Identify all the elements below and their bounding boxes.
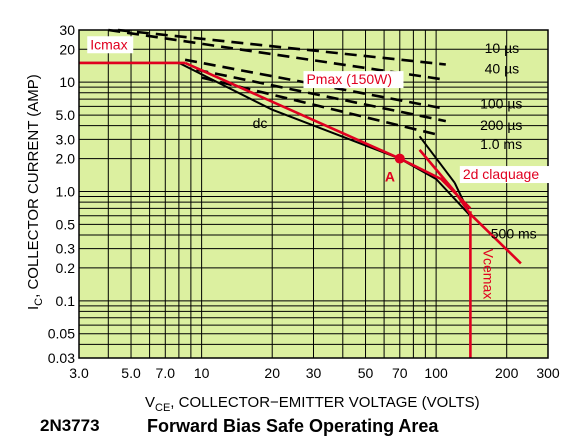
- y-tick-label: 2.0: [56, 151, 76, 167]
- label-pmax-150w: Pmax (150W): [306, 71, 392, 87]
- marker-point: [394, 153, 405, 164]
- label-500-ms: 500 ms: [491, 226, 537, 242]
- label-10-s: 10 µs: [485, 40, 520, 56]
- series-lines: [79, 28, 522, 358]
- label-2d-claquage: 2d claquage: [463, 166, 540, 182]
- y-tick-label: 0.05: [48, 326, 75, 342]
- y-tick-label: 5.0: [56, 107, 76, 123]
- plot-area-border: [78, 29, 549, 359]
- label-40-s: 40 µs: [485, 61, 520, 77]
- y-tick-label: 30: [59, 22, 75, 38]
- x-tick-label: 7.0: [156, 365, 176, 381]
- label-1-0-ms: 1.0 ms: [480, 136, 522, 152]
- x-tick-label: 70: [392, 365, 408, 381]
- series-100-s: [184, 58, 447, 111]
- x-tick-label: 5.0: [121, 365, 141, 381]
- series-unnamed-7: [418, 135, 456, 184]
- x-tick-label: 20: [264, 365, 280, 381]
- x-tick-label: 200: [495, 365, 519, 381]
- y-tick-label: 0.1: [56, 293, 76, 309]
- series-200-s: [196, 68, 447, 123]
- label-200-s: 200 µs: [480, 117, 522, 133]
- y-tick-label: 3.0: [56, 131, 76, 147]
- label-100-s: 100 µs: [480, 95, 522, 111]
- y-tick-label: 1.0: [56, 183, 76, 199]
- y-tick-label: 0.03: [48, 350, 75, 366]
- y-axis-title: IC, COLLECTOR CURRENT (AMP): [25, 74, 45, 310]
- label-background: [459, 166, 552, 184]
- annotations: Icmax Pmax (150W) dc A 2d claquage Vcemax 10 µ…: [87, 36, 552, 299]
- x-tick-label: 300: [536, 365, 560, 381]
- label-vcemax: Vcemax: [480, 249, 496, 300]
- x-tick-label: 3.0: [69, 365, 89, 381]
- axis-ticks: 3.0 5.0 7.0 10 20 30 50 70 100 200 300 30 20 10 5.0 3.0…: [48, 22, 560, 381]
- chart-title: Forward Bias Safe Operating Area: [147, 416, 439, 436]
- label-a: A: [385, 168, 395, 184]
- part-number: 2N3773: [40, 416, 100, 435]
- y-tick-label: 0.3: [56, 241, 76, 257]
- y-tick-label: 0.2: [56, 260, 76, 276]
- x-tick-label: 100: [424, 365, 448, 381]
- series-2d-claquage: [418, 149, 522, 265]
- label-dc: dc: [253, 115, 268, 131]
- y-tick-label: 0.5: [56, 216, 76, 232]
- label-background: [303, 71, 404, 89]
- x-tick-label: 10: [194, 365, 210, 381]
- y-tick-label: 10: [59, 74, 75, 90]
- label-icmax: Icmax: [90, 36, 127, 52]
- y-tick-label: 20: [59, 41, 75, 57]
- x-axis-title: VCE, COLLECTOR−EMITTER VOLTAGE (VOLTS): [145, 394, 480, 414]
- x-tick-label: 30: [306, 365, 322, 381]
- x-tick-label: 50: [358, 365, 374, 381]
- series-10-s: [117, 28, 446, 66]
- label-background: [87, 36, 134, 54]
